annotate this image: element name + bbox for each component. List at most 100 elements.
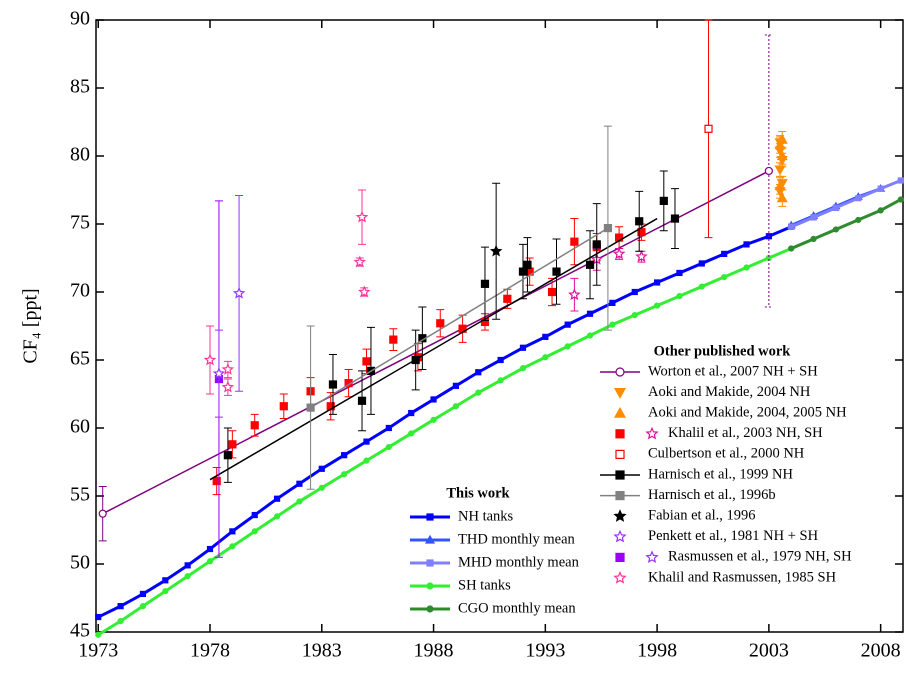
marker — [426, 582, 434, 590]
marker — [341, 452, 348, 459]
marker — [452, 382, 460, 389]
x-tick-label: 1983 — [302, 640, 342, 662]
marker — [426, 605, 434, 613]
marker — [615, 367, 625, 377]
marker — [564, 343, 571, 350]
marker — [251, 511, 258, 519]
marker — [206, 545, 214, 553]
marker — [296, 480, 303, 487]
marker — [635, 250, 648, 262]
marker — [586, 310, 594, 317]
marker — [229, 543, 236, 550]
marker — [788, 223, 795, 230]
y-tick-label: 60 — [70, 416, 90, 438]
legend-label: THD monthly mean — [458, 531, 576, 547]
marker — [613, 570, 627, 584]
marker — [568, 288, 581, 301]
marker — [670, 214, 680, 223]
y-tick-label: 70 — [70, 280, 90, 302]
marker — [232, 286, 246, 299]
marker — [810, 235, 817, 243]
marker — [877, 185, 884, 192]
y-axis-label: CF₄ [ppt] — [20, 288, 42, 363]
marker — [788, 245, 795, 252]
marker — [318, 484, 325, 491]
legend-label: Aoki and Makide, 2004 NH — [648, 384, 811, 400]
marker — [296, 498, 303, 505]
marker — [279, 402, 288, 411]
legend-label: CGO monthly mean — [458, 600, 576, 616]
x-tick-label: 1988 — [414, 640, 454, 662]
marker — [659, 196, 668, 205]
marker — [542, 333, 549, 340]
marker — [676, 269, 683, 277]
y-tick-label: 85 — [70, 76, 90, 98]
marker — [570, 237, 579, 246]
marker — [542, 354, 549, 361]
marker — [221, 380, 235, 393]
marker — [117, 618, 124, 625]
y-tick-label: 75 — [70, 212, 90, 234]
marker — [212, 367, 226, 379]
legend-title: Other published work — [654, 343, 792, 359]
marker — [523, 260, 532, 269]
marker — [273, 495, 281, 502]
marker — [547, 287, 557, 297]
y-tick-label: 90 — [70, 8, 90, 30]
marker — [424, 534, 436, 544]
marker — [653, 279, 661, 286]
marker — [139, 590, 147, 598]
marker — [98, 509, 107, 518]
y-tick-label: 80 — [70, 144, 90, 166]
marker — [480, 279, 490, 288]
marker — [328, 380, 338, 389]
marker — [615, 491, 625, 501]
marker — [362, 357, 371, 366]
legend-label: Khalil and Rasmussen, 1985 SH — [648, 569, 837, 585]
marker — [497, 356, 504, 364]
marker — [585, 260, 595, 269]
x-tick-label: 2003 — [749, 640, 789, 662]
series-line — [97, 206, 837, 619]
marker — [774, 139, 786, 150]
legend-label: Harnisch et al., 1996b — [648, 487, 776, 503]
marker — [635, 217, 644, 226]
series-line — [790, 179, 902, 229]
series-line — [102, 170, 770, 515]
marker — [637, 228, 646, 237]
marker — [519, 365, 527, 372]
marker — [358, 285, 371, 298]
marker — [497, 377, 504, 384]
marker — [609, 321, 616, 328]
marker — [503, 294, 512, 303]
marker — [776, 192, 788, 203]
marker — [615, 552, 625, 563]
legend-label: Worton et al., 2007 NH + SH — [648, 363, 818, 379]
marker — [615, 449, 625, 459]
marker — [519, 344, 527, 351]
marker — [612, 247, 626, 260]
marker — [615, 470, 625, 480]
marker — [832, 226, 840, 233]
legend-label: Rasmussen et al., 1979 NH, SH — [668, 549, 852, 565]
plot-frame — [95, 19, 904, 633]
marker — [385, 424, 392, 432]
marker — [698, 260, 705, 267]
y-tick-label: 50 — [70, 552, 90, 574]
marker — [645, 426, 659, 440]
x-tick-label: 2008 — [861, 640, 901, 662]
marker — [306, 403, 315, 412]
marker — [341, 471, 348, 478]
marker — [721, 250, 728, 258]
marker — [631, 312, 638, 319]
marker — [653, 302, 661, 309]
marker — [250, 421, 259, 430]
fit-line — [209, 217, 658, 481]
legend-label: MHD monthly mean — [458, 554, 580, 570]
marker — [764, 166, 773, 176]
marker — [408, 409, 415, 417]
marker — [273, 513, 281, 520]
marker — [389, 335, 398, 344]
legend-label: Harnisch et al., 1999 NH — [648, 466, 793, 482]
marker — [704, 124, 713, 133]
